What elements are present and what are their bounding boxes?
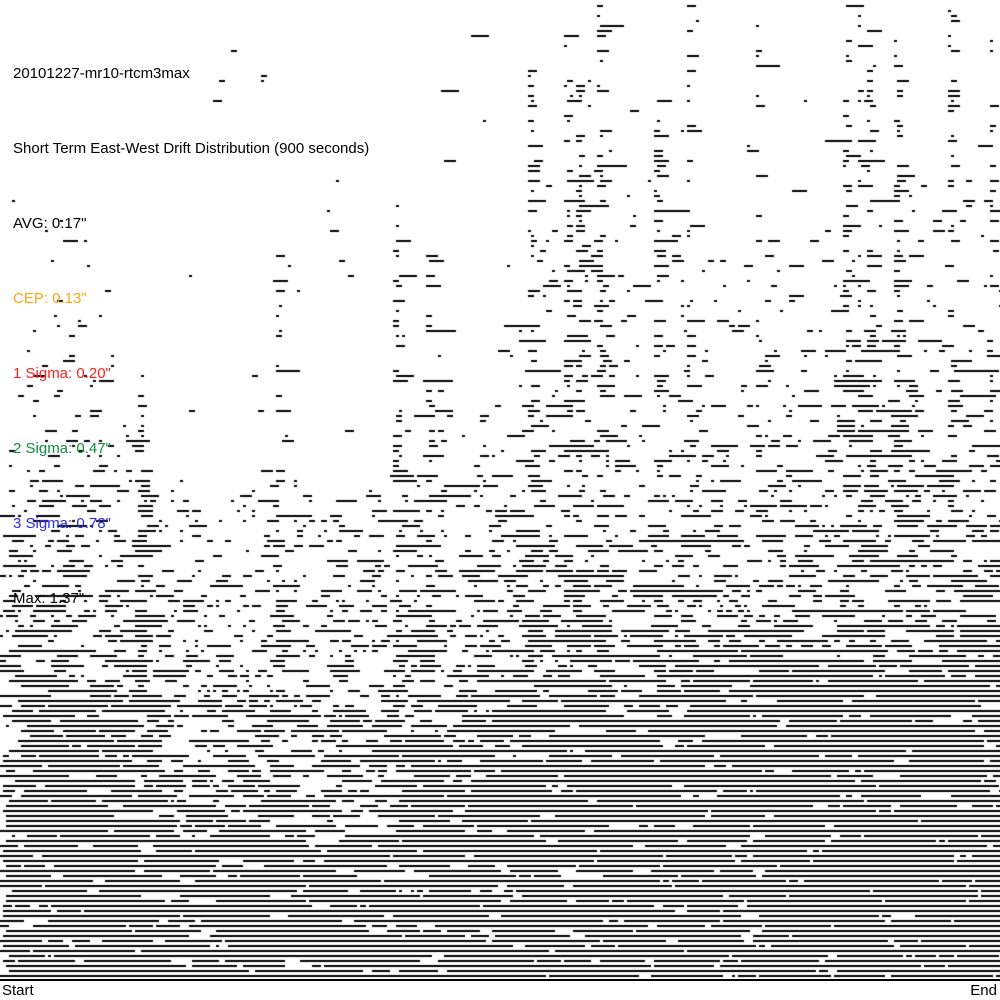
x-axis-label-end: End <box>970 982 997 999</box>
stats-legend: 20101227-mr10-rtcm3max Short Term East-W… <box>13 11 369 661</box>
stat-3sigma: 3 Sigma: 0.78" <box>13 515 111 532</box>
stat-avg: AVG: 0.17" <box>13 215 87 232</box>
x-axis-line <box>0 979 1000 981</box>
x-axis-label-start: Start <box>2 982 34 999</box>
drift-scatter-canvas <box>0 0 1000 978</box>
stat-cep: CEP: 0.13" <box>13 290 87 307</box>
stat-2sigma: 2 Sigma: 0.47" <box>13 440 111 457</box>
plot-subtitle: Short Term East-West Drift Distribution … <box>13 140 370 157</box>
stat-1sigma: 1 Sigma: 0.20" <box>13 365 111 382</box>
stat-max: Max: 1.37" <box>13 590 85 607</box>
plot-id-title: 20101227-mr10-rtcm3max <box>13 65 190 82</box>
